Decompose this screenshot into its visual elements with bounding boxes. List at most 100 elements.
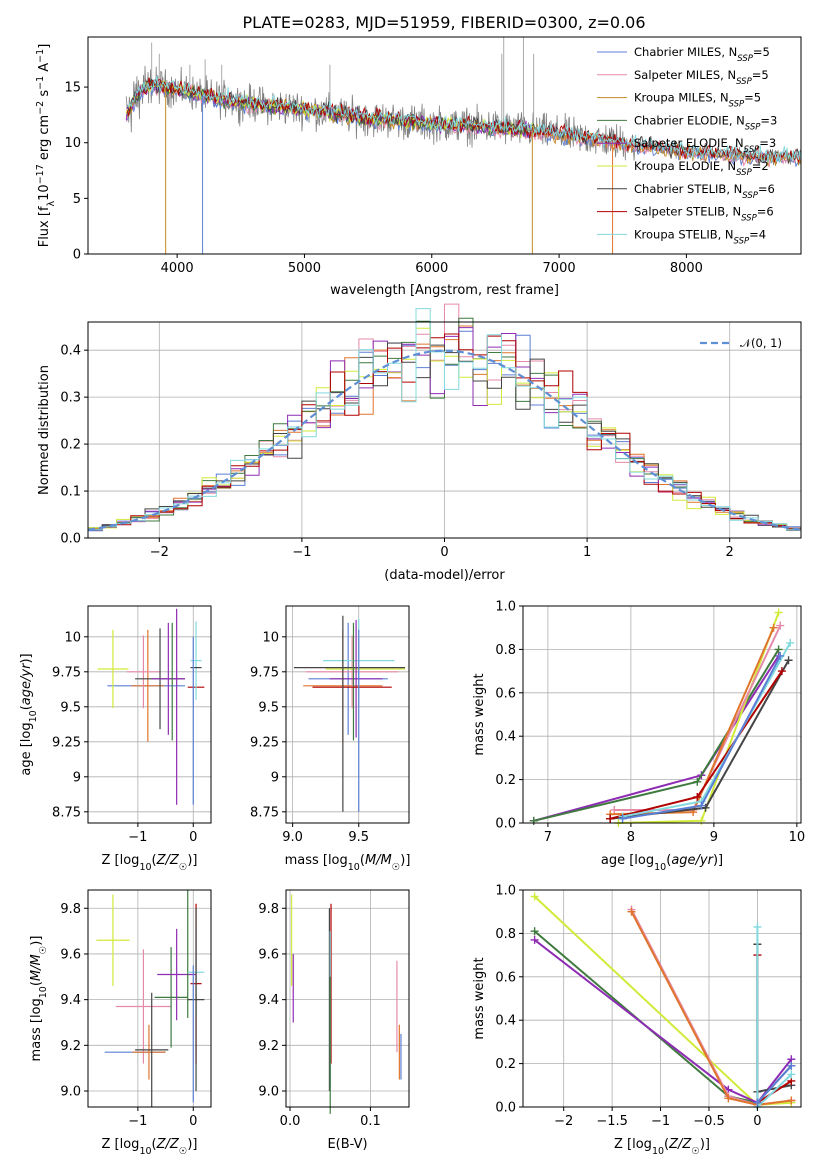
marker-plus [627,907,636,916]
x-tick-label: −1 [128,830,147,845]
histogram-krou_elodie [87,327,801,538]
marker-plus [769,623,778,632]
legend-text: Salpeter MILES, N [634,68,736,82]
y-tick-label: 8.75 [250,805,279,820]
x-tick-label: −1.5 [596,1114,628,1129]
label-part: Z [log [102,1137,140,1152]
y-tick-label: 0 [73,248,81,263]
marker-plus [697,801,706,810]
label-part: 10 [38,986,49,998]
legend-suffix: =4 [749,227,766,241]
y-tick-label: 1.0 [495,884,516,899]
label-part: A [37,63,52,76]
label-part: −1 [35,49,46,63]
plot-area [529,608,795,827]
label-part: s [37,90,52,101]
label-part: )] [713,853,723,868]
label-part: λ [46,200,57,206]
y-tick-label: 9 [271,770,279,785]
legend-sub: SSP [734,236,750,246]
marker-plus [606,814,615,823]
marker-plus [774,645,783,654]
grid [286,606,409,823]
y-tick-label: 9 [73,770,81,785]
axes-frame [87,889,212,1108]
legend-text: Kroupa ELODIE, N [634,159,736,173]
y-axis-label: Flux [fλ10−17 erg cm−2 s−1 A−1] [35,44,57,248]
axes-frame [285,605,410,824]
x-tick-label: −1 [128,1114,147,1129]
y-tick-label: 9.0 [60,1085,81,1100]
x-tick-label: 2 [726,545,734,560]
label-part: age [log [19,722,34,775]
label-part: −1 [35,76,46,90]
y-tick-label: 10 [64,136,81,151]
label-part: )] [700,1137,710,1152]
x-axis-label: Z [log10(Z/Z☉)] [614,1137,710,1157]
mass-vs-extinction-plot: 0.0 0.1 9.0 9.2 9.4 9.6 9.8 E(B-V) [258,889,410,1152]
label-part: )] [19,653,34,663]
label-part: mass weight [472,957,487,1039]
y-tick-label: 9.6 [60,947,81,962]
y-tick-label: 0.0 [495,1101,516,1116]
y-tick-label: 0.8 [495,643,516,658]
y-tick-label: 0.6 [495,686,516,701]
spectrum-plot: 4000 5000 6000 7000 8000 0 5 10 15 wavelength [An… [35,36,802,298]
y-tick-label: 9.6 [258,947,279,962]
x-axis-label: (data-model)/error [384,568,505,583]
legend-text: Chabrier ELODIE, N [634,113,745,127]
label-part: E(B-V) [327,1137,367,1152]
x-tick-label: 1 [583,545,591,560]
axes-frame [522,605,802,824]
mass-weight-line [533,648,780,822]
x-tick-label: 9.5 [348,830,369,845]
histogram-krou_stelib [87,308,801,538]
grid [88,606,211,823]
mass-weight-vs-metallicity-plot: −2 −1.5 −1 −0.5 0 0.0 0.2 0.4 0.6 0.8 1.0 Z [log10(… [472,884,802,1157]
label-part: 10 [348,862,360,873]
label-part: ( [666,853,671,868]
x-axis-label: Z [log10(Z/Z☉)] [102,853,198,873]
axis: −1 0 8.75 9 9.25 9.5 9.75 10 [52,605,212,845]
marker-plus [697,816,706,825]
marker-plus [530,892,539,901]
x-axis-label: age [log10(age/yr)] [601,853,723,873]
label-part: )] [400,853,410,868]
label-part: 10 [139,862,151,873]
label-part: Z [log [614,1137,652,1152]
label-part: ☉ [38,946,49,955]
x-tick-label: 10 [789,830,806,845]
axis: −2 −1 0 1 2 0.0 0.1 0.2 0.3 0.4 [60,321,802,560]
legend-text: Kroupa MILES, N [634,91,729,105]
label-part: ☉ [392,862,401,873]
label-part: 10 [28,710,39,722]
legend-sub: SSP [742,191,758,201]
axis: −1 0 9.0 9.2 9.4 9.6 9.8 [60,889,212,1129]
label-part: )] [187,853,197,868]
legend-entry: Kroupa MILES, NSSP=5 [634,91,761,110]
x-tick-label: −2 [150,545,169,560]
x-tick-label: −1 [292,545,311,560]
y-tick-label: 9.25 [52,735,81,750]
y-axis-label: mass weight [472,957,487,1039]
marker-plus [701,803,710,812]
plot-area [97,608,205,805]
label-part: 10 [139,1146,151,1157]
label-part: M/M [365,853,392,868]
label-part: )] [29,936,44,946]
x-tick-label: 0 [753,1114,761,1129]
legend-entry: Salpeter MILES, NSSP=5 [634,68,769,87]
x-tick-label: 9.0 [282,830,303,845]
y-axis-label: Normed distribution [37,365,52,495]
histogram-salp_miles [87,303,801,538]
legend-suffix: =6 [758,182,775,196]
marker-plus [610,805,619,814]
legend-sub: SSP [741,214,757,224]
y-tick-label: 0.8 [495,927,516,942]
legend-suffix: =5 [752,68,769,82]
axis: 4000 5000 6000 7000 8000 0 5 10 15 [64,36,802,276]
y-tick-label: 9.75 [52,665,81,680]
y-tick-label: 9.5 [60,700,81,715]
